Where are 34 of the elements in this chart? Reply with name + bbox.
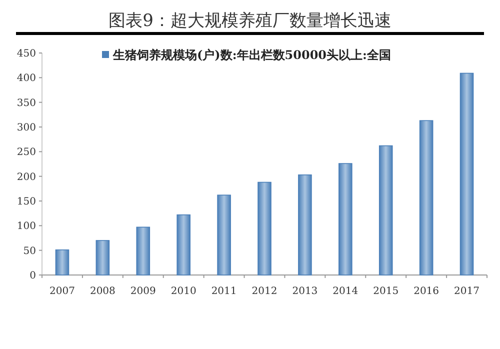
y-tick-label: 150	[16, 196, 36, 208]
bar	[298, 174, 312, 276]
bar	[176, 214, 190, 276]
x-tick-label: 2011	[211, 286, 237, 297]
y-tick-label: 200	[16, 172, 36, 183]
bar	[217, 194, 231, 276]
x-tick-label: 2017	[454, 286, 480, 297]
bar	[96, 240, 110, 276]
y-tick-label: 250	[16, 147, 36, 158]
x-tick-label: 2013	[292, 286, 318, 297]
y-tick-label: 400	[16, 73, 36, 84]
y-tick-label: 300	[16, 122, 36, 134]
bar	[136, 226, 150, 276]
bar	[338, 163, 352, 276]
y-tick-label: 0	[30, 270, 36, 282]
x-tick-label: 2007	[50, 286, 75, 297]
bar	[378, 145, 393, 276]
x-tick-label: 2009	[130, 286, 156, 297]
x-tick-label: 2008	[90, 286, 116, 297]
bar	[258, 182, 272, 276]
y-tick-label: 450	[16, 48, 36, 60]
bar	[55, 249, 70, 276]
x-tick-label: 2010	[170, 286, 196, 297]
y-tick-label: 100	[16, 221, 36, 232]
y-tick-label: 350	[16, 98, 36, 109]
x-tick-label: 2016	[414, 286, 440, 297]
y-tick-label: 50	[23, 246, 36, 257]
bar	[419, 120, 434, 276]
x-tick-label: 2015	[373, 286, 399, 297]
x-tick-label: 2014	[332, 286, 358, 297]
x-tick-label: 2012	[252, 286, 278, 297]
legend: 生猪饲养规模场(户)数:年出栏数50000头以上:全国	[102, 48, 391, 62]
chart-title: 图表9：超大规模养殖厂数量增长迅速	[108, 11, 392, 31]
bar	[460, 72, 474, 276]
